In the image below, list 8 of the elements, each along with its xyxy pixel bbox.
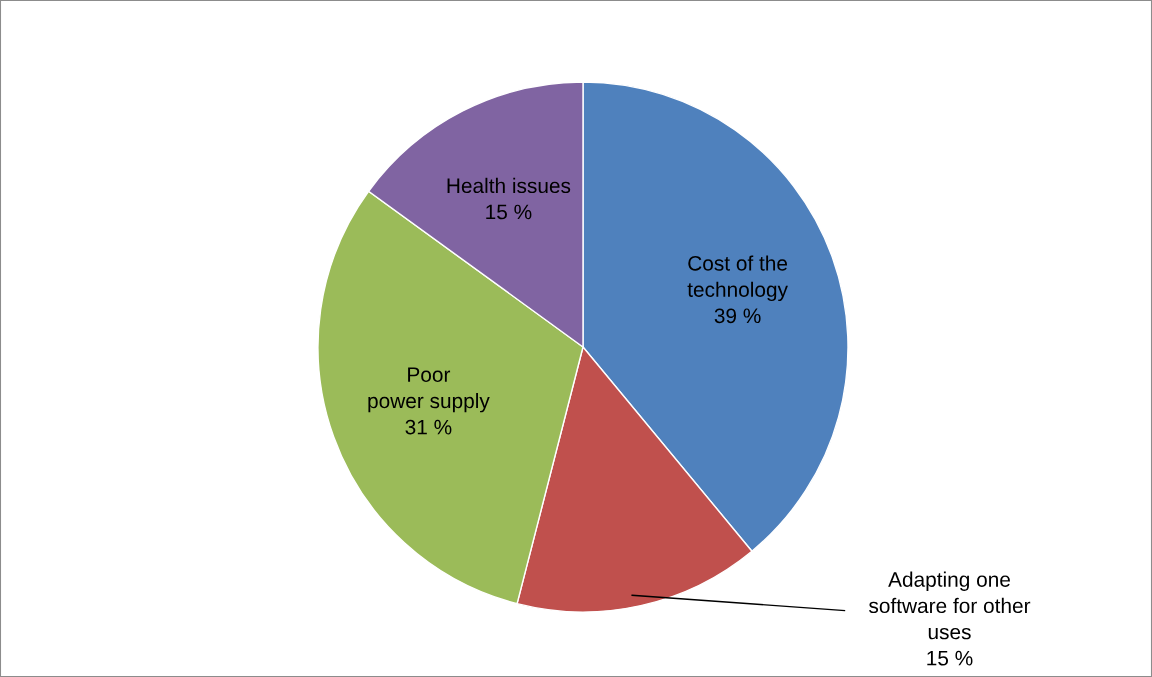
data-label: 31 % [405,419,452,435]
slice-label: Cost of the technology [687,255,788,302]
slice-label: Poor power supply [368,367,490,413]
data-label: 39 % [714,308,761,324]
slice-label: Health issues [447,177,571,194]
data-label: 15 % [486,204,532,220]
data-label: 15 % [927,650,973,666]
slice-label: Adapting one software for other uses [869,571,1031,640]
